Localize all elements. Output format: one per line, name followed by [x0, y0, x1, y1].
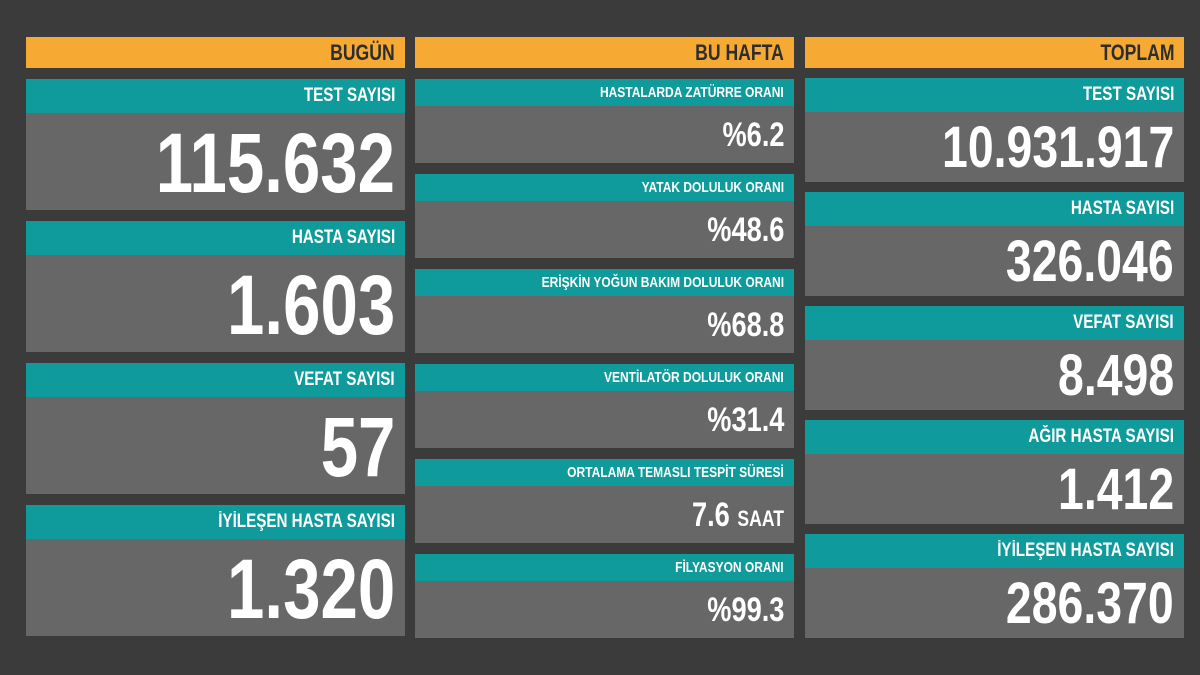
week-stat-card: FİLYASYON ORANI %99.3	[415, 554, 794, 638]
today-stat-card: TEST SAYISI 115.632	[26, 79, 405, 210]
stat-value-text: 1.320	[226, 542, 395, 636]
total-stat-card: İYİLEŞEN HASTA SAYISI 286.370	[805, 534, 1184, 638]
total-header: TOPLAM	[805, 37, 1184, 68]
stat-label: VENTİLATÖR DOLULUK ORANI	[415, 364, 794, 391]
stat-value: 1.603	[26, 255, 405, 352]
week-header: BU HAFTA	[415, 37, 794, 68]
stat-value-wrap: 1.603	[227, 255, 395, 355]
stat-value: %31.4	[415, 391, 794, 448]
stat-value: 57	[26, 397, 405, 494]
total-stat-card: AĞIR HASTA SAYISI 1.412	[805, 420, 1184, 524]
stat-value: %48.6	[415, 201, 794, 258]
week-stat-card: VENTİLATÖR DOLULUK ORANI %31.4	[415, 364, 794, 448]
stat-value-text: %68.8	[706, 306, 784, 344]
week-stat-card: ERİŞKİN YOĞUN BAKIM DOLULUK ORANI %68.8	[415, 269, 794, 353]
stat-label: FİLYASYON ORANI	[415, 554, 794, 581]
stat-value: 286.370	[805, 568, 1184, 638]
stat-value-text: %48.6	[706, 211, 784, 249]
stat-value-text: 7.6	[692, 496, 730, 534]
stat-label: HASTA SAYISI	[26, 221, 405, 255]
stat-value: 1.412	[805, 454, 1184, 524]
total-stat-card: TEST SAYISI 10.931.917	[805, 78, 1184, 182]
stat-value-wrap: 57	[320, 397, 395, 497]
stat-value: 10.931.917	[805, 112, 1184, 182]
stat-value-text: 1.412	[1057, 457, 1174, 522]
stat-label: ORTALAMA TEMASLI TESPİT SÜRESİ	[415, 459, 794, 486]
today-header: BUGÜN	[26, 37, 405, 68]
stat-label: TEST SAYISI	[805, 78, 1184, 112]
stat-value-text: 115.632	[155, 116, 395, 210]
stat-value-text: %6.2	[722, 116, 784, 154]
stat-value-text: 57	[320, 400, 395, 494]
stat-label: İYİLEŞEN HASTA SAYISI	[26, 505, 405, 539]
stat-unit: SAAT	[737, 506, 784, 531]
stat-value: 326.046	[805, 226, 1184, 296]
stat-value-wrap: 115.632	[156, 113, 395, 213]
stat-value-wrap: %68.8	[707, 296, 784, 354]
stat-label: AĞIR HASTA SAYISI	[805, 420, 1184, 454]
stat-label: ERİŞKİN YOĞUN BAKIM DOLULUK ORANI	[415, 269, 794, 296]
total-column: TOPLAM TEST SAYISI 10.931.917 HASTA SAYIS…	[805, 37, 1184, 638]
today-stat-card: İYİLEŞEN HASTA SAYISI 1.320	[26, 505, 405, 636]
stat-value-wrap: 286.370	[1006, 568, 1174, 640]
today-stat-card: VEFAT SAYISI 57	[26, 363, 405, 494]
stat-label: VEFAT SAYISI	[26, 363, 405, 397]
stat-value-text: 286.370	[1006, 571, 1174, 636]
stat-value-wrap: %99.3	[707, 581, 784, 639]
week-stat-card: HASTALARDA ZATÜRRE ORANI %6.2	[415, 79, 794, 163]
stat-value: 7.6 SAAT	[415, 486, 794, 543]
stat-value: 8.498	[805, 340, 1184, 410]
stat-value-wrap: 1.412	[1058, 454, 1174, 526]
week-column: BU HAFTA HASTALARDA ZATÜRRE ORANI %6.2 YA…	[415, 37, 794, 638]
stat-value-wrap: 326.046	[1006, 226, 1174, 298]
stat-value-text: 1.603	[226, 258, 395, 352]
today-stat-card: HASTA SAYISI 1.603	[26, 221, 405, 352]
week-stat-card: YATAK DOLULUK ORANI %48.6	[415, 174, 794, 258]
stat-value-wrap: 1.320	[227, 539, 395, 639]
stat-label: TEST SAYISI	[26, 79, 405, 113]
stat-value: %68.8	[415, 296, 794, 353]
stat-value: 1.320	[26, 539, 405, 636]
stat-value-text: %31.4	[706, 401, 784, 439]
stat-value-text: %99.3	[706, 591, 784, 629]
total-stat-card: HASTA SAYISI 326.046	[805, 192, 1184, 296]
stat-value-wrap: %31.4	[707, 391, 784, 449]
stat-value-text: 10.931.917	[941, 115, 1174, 180]
stat-value-wrap: %6.2	[722, 106, 784, 164]
stat-value: %99.3	[415, 581, 794, 638]
stat-value-wrap: 8.498	[1058, 340, 1174, 412]
total-stat-card: VEFAT SAYISI 8.498	[805, 306, 1184, 410]
week-stat-card: ORTALAMA TEMASLI TESPİT SÜRESİ 7.6 SAAT	[415, 459, 794, 543]
stat-label: VEFAT SAYISI	[805, 306, 1184, 340]
stat-value: 115.632	[26, 113, 405, 210]
stat-value-text: 326.046	[1006, 229, 1174, 294]
stat-label: HASTALARDA ZATÜRRE ORANI	[415, 79, 794, 106]
stat-value-text: 8.498	[1057, 343, 1174, 408]
stat-value-wrap: %48.6	[707, 201, 784, 259]
stat-value-wrap: 7.6 SAAT	[692, 486, 784, 548]
stat-value-wrap: 10.931.917	[942, 112, 1174, 184]
stat-value: %6.2	[415, 106, 794, 163]
stat-label: İYİLEŞEN HASTA SAYISI	[805, 534, 1184, 568]
stat-label: YATAK DOLULUK ORANI	[415, 174, 794, 201]
today-column: BUGÜN TEST SAYISI 115.632 HASTA SAYISI 1.…	[26, 37, 405, 636]
stat-label: HASTA SAYISI	[805, 192, 1184, 226]
